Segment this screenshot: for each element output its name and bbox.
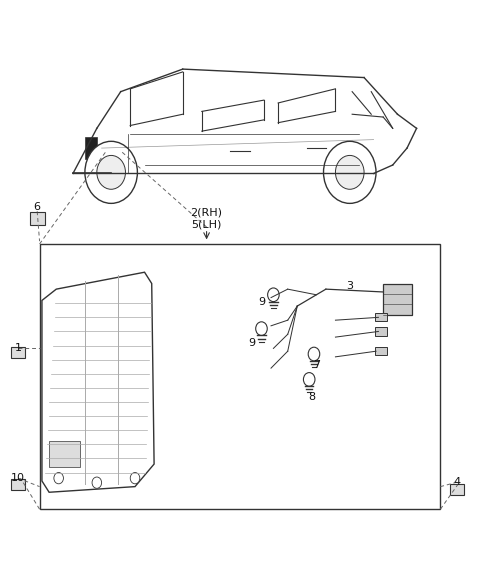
Text: 6: 6	[34, 202, 41, 212]
Text: 2(RH)
5(LH): 2(RH) 5(LH)	[191, 208, 223, 230]
PathPatch shape	[42, 272, 154, 492]
Circle shape	[92, 477, 102, 488]
Text: 10: 10	[11, 473, 25, 483]
Text: 8: 8	[308, 392, 315, 403]
Bar	[375, 314, 386, 321]
Circle shape	[324, 141, 376, 204]
Text: 9: 9	[248, 338, 255, 348]
Circle shape	[97, 155, 125, 189]
Text: 9: 9	[258, 297, 265, 307]
Bar	[12, 479, 25, 490]
Text: 7: 7	[313, 360, 320, 370]
Bar	[12, 347, 25, 358]
Bar	[375, 347, 386, 356]
Bar	[375, 327, 386, 336]
Bar	[49, 442, 80, 467]
Bar	[450, 484, 464, 495]
Circle shape	[336, 155, 364, 189]
Text: 4: 4	[454, 477, 461, 487]
Text: 1: 1	[14, 344, 22, 353]
Circle shape	[85, 141, 137, 204]
Text: 3: 3	[346, 281, 353, 291]
Bar	[85, 137, 97, 159]
Circle shape	[54, 472, 63, 484]
Bar	[30, 212, 45, 225]
Bar	[383, 284, 412, 315]
Bar	[39, 244, 441, 509]
Circle shape	[130, 472, 140, 484]
